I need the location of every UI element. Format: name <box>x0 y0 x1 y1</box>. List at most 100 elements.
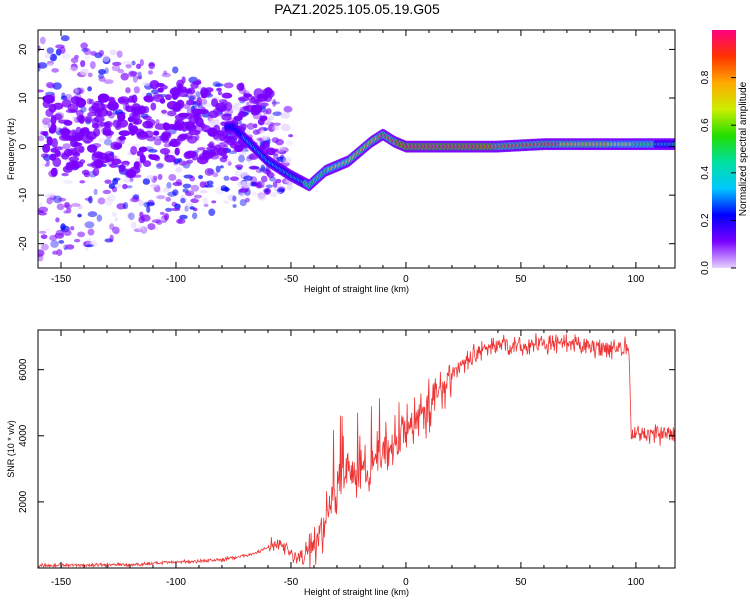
noise-blob <box>138 216 145 224</box>
signal-blob <box>70 96 81 105</box>
noise-blob <box>38 62 41 68</box>
noise-blob <box>98 137 106 143</box>
signal-blob <box>159 148 171 155</box>
noise-blob <box>98 73 104 79</box>
noise-blob <box>40 153 49 159</box>
noise-blob <box>61 51 70 60</box>
noise-blob <box>125 87 131 94</box>
noise-blob <box>45 81 54 89</box>
noise-blob <box>251 191 258 196</box>
noise-blob <box>38 230 47 234</box>
signal-blob <box>130 145 138 156</box>
signal-blob <box>50 167 58 177</box>
noise-blob <box>87 72 93 78</box>
noise-blob <box>77 87 85 95</box>
snr-xtick-label: 100 <box>628 577 645 588</box>
noise-blob <box>272 111 282 117</box>
noise-blob <box>40 234 48 240</box>
noise-blob <box>62 143 71 150</box>
noise-blob <box>271 137 280 143</box>
noise-blob <box>282 156 292 164</box>
noise-blob <box>272 181 278 188</box>
signal-blob <box>196 96 202 107</box>
noise-blob <box>180 197 186 204</box>
noise-blob <box>90 50 97 56</box>
signal-blob <box>165 94 172 101</box>
noise-blob <box>245 157 251 161</box>
noise-blob <box>49 53 57 62</box>
signal-blob <box>190 82 199 89</box>
noise-blob <box>172 189 179 196</box>
noise-blob <box>194 194 202 199</box>
noise-blob <box>165 207 173 212</box>
signal-blob <box>215 102 227 113</box>
signal-blob <box>216 87 222 92</box>
signal-blob <box>154 123 167 131</box>
signal-blob <box>236 83 245 91</box>
noise-blob <box>203 102 213 108</box>
noise-blob <box>87 86 92 92</box>
noise-blob <box>60 35 70 42</box>
signal-blob <box>183 151 193 160</box>
noise-blob <box>77 231 86 238</box>
signal-blob <box>157 87 164 93</box>
noise-blob <box>260 129 265 134</box>
noise-blob <box>133 86 140 94</box>
noise-blob <box>83 47 91 56</box>
noise-blob <box>186 159 194 164</box>
spec-frame <box>37 29 676 269</box>
noise-blob <box>257 193 266 201</box>
signal-blob <box>127 116 135 123</box>
noise-blob <box>142 81 151 86</box>
noise-blob <box>157 173 163 181</box>
signal-blob <box>148 153 154 159</box>
noise-blob <box>132 194 140 200</box>
noise-blob <box>106 194 116 202</box>
noise-blob <box>52 195 63 204</box>
noise-blob <box>97 197 106 205</box>
noise-blob <box>163 70 168 75</box>
signal-blob <box>169 140 179 147</box>
signal-blob <box>262 87 274 96</box>
noise-blob <box>114 217 119 222</box>
signal-blob <box>97 152 109 160</box>
noise-blob <box>122 177 130 183</box>
noise-blob <box>265 184 274 189</box>
signal-blob <box>42 143 51 153</box>
signal-blob <box>72 142 83 147</box>
noise-blob <box>117 68 125 74</box>
signal-blob <box>234 145 244 153</box>
noise-blob <box>272 99 277 107</box>
signal-blob <box>233 115 243 122</box>
noise-blob <box>64 93 73 101</box>
noise-blob <box>60 95 68 101</box>
signal-blob <box>63 119 73 126</box>
noise-blob <box>42 117 51 125</box>
noise-blob <box>254 182 261 187</box>
noise-blob <box>168 174 177 181</box>
signal-blob <box>63 148 73 157</box>
noise-blob <box>88 98 94 105</box>
noise-blob <box>188 94 197 101</box>
noise-blob <box>129 71 138 76</box>
noise-blob <box>126 180 133 184</box>
noise-blob <box>80 106 87 113</box>
noise-blob <box>219 165 224 169</box>
noise-blob <box>172 181 183 187</box>
noise-blob <box>267 171 274 179</box>
noise-blob <box>182 188 189 193</box>
noise-blob <box>44 194 51 199</box>
noise-blob <box>146 205 151 214</box>
noise-blob <box>146 174 156 180</box>
signal-blob <box>176 99 185 109</box>
noise-blob <box>238 188 249 193</box>
noise-blob <box>126 213 132 219</box>
noise-blob <box>115 183 122 189</box>
noise-blob <box>57 197 67 202</box>
signal-blob <box>130 125 139 134</box>
signal-blob <box>221 92 233 99</box>
noise-blob <box>278 145 286 153</box>
signal-blob <box>174 114 187 121</box>
noise-blob <box>137 71 142 80</box>
snr-line <box>38 333 675 568</box>
